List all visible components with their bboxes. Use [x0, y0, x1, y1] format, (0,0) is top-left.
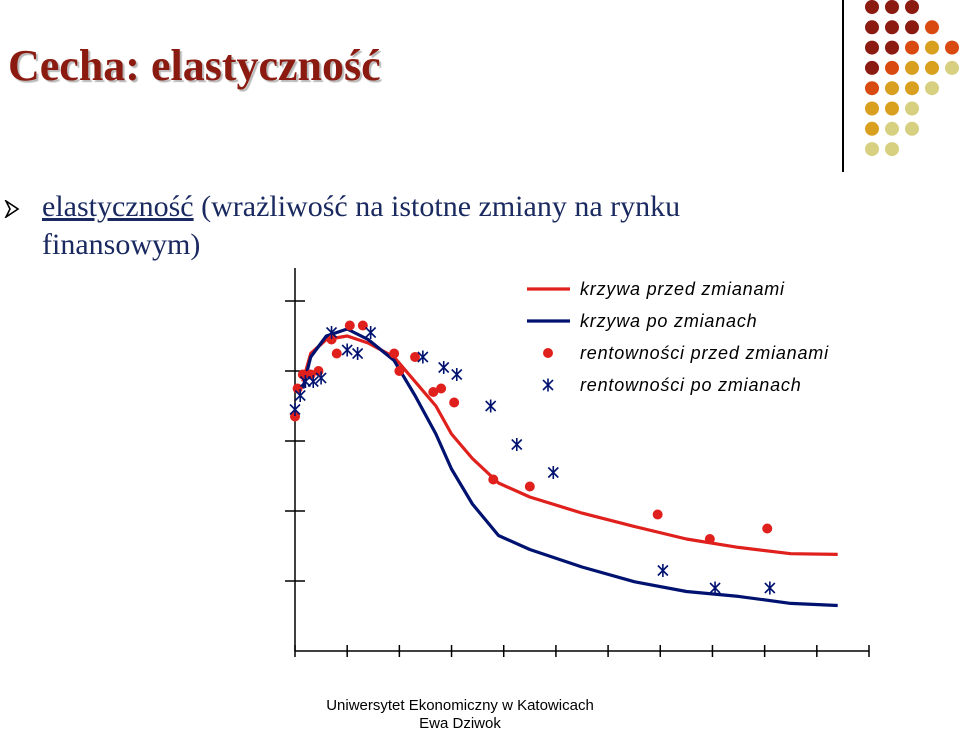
yield-after-point — [709, 581, 721, 595]
yield-after-point — [352, 347, 364, 360]
yield-curve-chart: krzywa przed zmianami krzywa po zmianach r… — [285, 268, 870, 657]
decorative-dot — [885, 81, 899, 96]
decorative-dot — [865, 101, 879, 116]
decorative-dot — [885, 101, 899, 116]
bullet-text: elastyczność (wrażliwość na istotne zmia… — [42, 188, 842, 264]
yield-after-point — [294, 389, 306, 402]
decorative-dot — [865, 40, 879, 55]
yield-before-point — [652, 509, 663, 520]
yield-before-point — [331, 348, 342, 359]
decorative-dot — [905, 101, 919, 116]
yield-after-point — [511, 438, 523, 451]
yield-before-point — [410, 352, 421, 362]
bullet-rest: (wrażliwość na istotne zmiany na rynku f… — [42, 190, 681, 261]
yield-before-point — [488, 474, 499, 485]
yield-before-point — [290, 411, 300, 422]
decorative-dot — [885, 20, 899, 35]
chart-curves — [301, 327, 838, 608]
decorative-dot — [925, 60, 939, 75]
decorative-dot — [905, 60, 919, 75]
legend-label: krzywa przed zmianami — [580, 279, 785, 299]
decorative-dot — [905, 0, 919, 14]
decorative-dot — [885, 60, 899, 75]
decorative-dot — [885, 0, 899, 14]
yield-before-point — [704, 534, 715, 544]
footer: Uniwersytet Ekonomiczny w Katowicach Ewa… — [0, 697, 920, 733]
yield-before-point — [344, 320, 355, 331]
yield-after-point — [307, 375, 319, 388]
yield-after-point — [365, 326, 377, 339]
curve-before-line — [301, 334, 838, 556]
yield-after-point — [451, 368, 463, 381]
decorative-dot — [945, 40, 959, 55]
yield-after-point — [485, 399, 497, 413]
yield-after-point — [764, 581, 776, 595]
yield-after-point — [657, 564, 669, 577]
yield-before-point — [762, 523, 773, 534]
decorative-dot — [865, 121, 879, 136]
yield-after-point — [299, 375, 312, 388]
yield-before-point — [326, 334, 337, 345]
yield-after-point — [438, 361, 450, 374]
decorative-dot — [885, 40, 899, 55]
yield-after-point — [315, 371, 327, 385]
decorative-dot — [905, 81, 919, 96]
yield-before-point — [524, 481, 535, 492]
decorative-dot — [905, 20, 919, 35]
decorative-dot — [865, 0, 879, 14]
decorative-dot — [925, 81, 939, 96]
yield-after-point — [417, 350, 429, 364]
decorative-dot — [945, 60, 959, 75]
legend-label: krzywa po zmianach — [580, 311, 757, 331]
bullet-term: elastyczność — [42, 190, 194, 223]
yield-after-point — [341, 343, 353, 357]
footer-university: Uniwersytet Ekonomiczny w Katowicach — [326, 697, 594, 714]
yield-after-point — [289, 403, 301, 416]
footer-author: Ewa Dziwok — [419, 715, 501, 732]
decorative-dot — [925, 20, 939, 35]
decorative-vertical-line — [842, 0, 844, 172]
yield-after-point — [325, 326, 338, 339]
decorative-dot — [865, 142, 879, 157]
chart-markers — [289, 320, 776, 595]
legend-label: rentowności przed zmianami — [580, 343, 829, 363]
decorative-dot — [865, 60, 879, 75]
yield-after-point — [547, 466, 559, 479]
decorative-dot — [885, 121, 899, 136]
curve-after-line — [301, 327, 838, 608]
legend-dot-swatch — [543, 348, 553, 358]
chart-legend: krzywa przed zmianami krzywa po zmianach r… — [527, 279, 829, 395]
decorative-dot — [885, 142, 899, 157]
decorative-dot — [905, 40, 919, 55]
yield-before-point — [428, 387, 439, 397]
decorative-dot — [905, 121, 919, 136]
decorative-dot-grid — [865, 0, 959, 157]
yield-before-point — [394, 366, 405, 376]
legend-star-swatch — [542, 378, 554, 392]
decorative-dot — [865, 20, 879, 35]
legend-label: rentowności po zmianach — [580, 375, 802, 395]
decorative-dot — [865, 81, 879, 96]
decorative-dot — [925, 40, 939, 55]
yield-before-point — [436, 383, 447, 394]
slide-title: Cecha: elastyczność — [8, 41, 381, 90]
yield-before-point — [389, 348, 400, 359]
bullet-arrow-icon — [4, 200, 20, 218]
yield-before-point — [449, 397, 460, 408]
chart-axes — [285, 268, 870, 657]
